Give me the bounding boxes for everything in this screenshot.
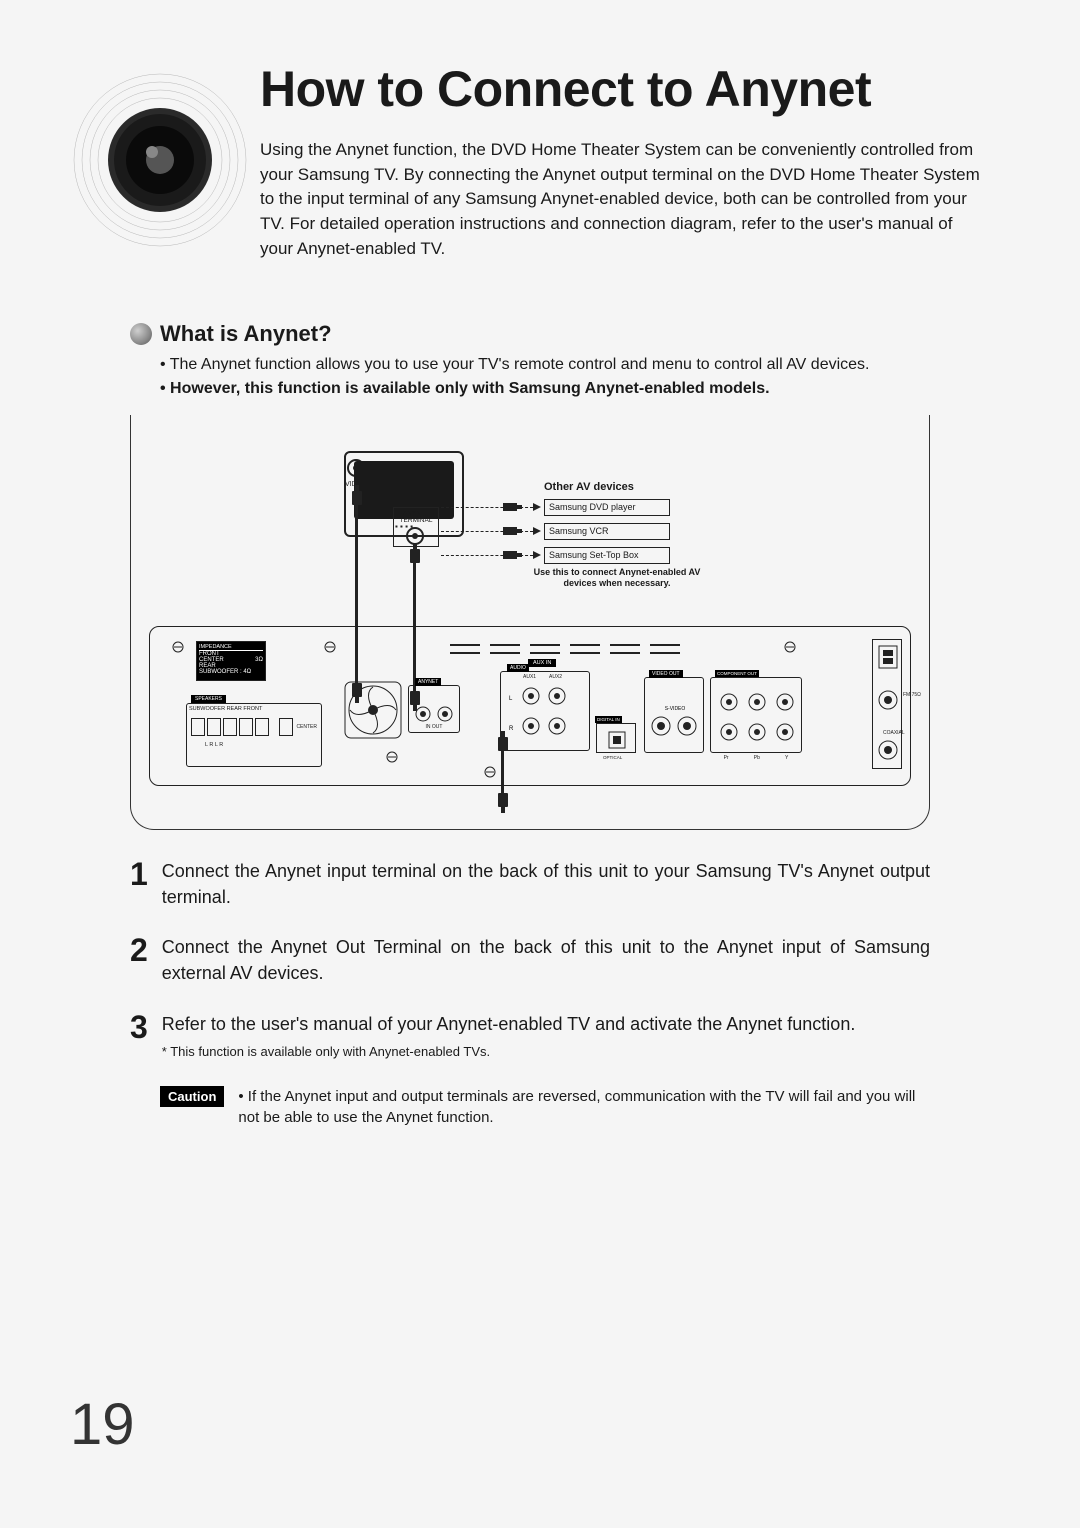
plug-icon — [503, 551, 517, 559]
aux-jacks-icon: LR — [501, 672, 591, 752]
step-2-text: Connect the Anynet Out Terminal on the b… — [162, 934, 930, 986]
other-devices-label: Other AV devices — [544, 481, 634, 493]
connection-diagram: VIDEO IN ▪ ▪ ▪ ▪ ANYNET TERMINAL Other A… — [130, 415, 930, 830]
svg-text:R: R — [509, 726, 514, 732]
arrow-icon — [533, 503, 541, 511]
digital-in-label: DIGITAL IN — [595, 716, 622, 723]
audio-label: AUDIO — [507, 664, 529, 672]
in-out-label: IN OUT — [409, 724, 459, 730]
cable-plug-icon — [498, 737, 508, 751]
caution-text: • If the Anynet input and output termina… — [238, 1086, 930, 1128]
cable-plug-icon — [498, 793, 508, 807]
svg-text:S-VIDEO: S-VIDEO — [665, 706, 686, 712]
aux1-label: AUX1 — [523, 674, 536, 680]
step-3-note: * This function is available only with A… — [162, 1043, 856, 1062]
plug-icon — [503, 527, 517, 535]
caution-badge: Caution — [160, 1086, 224, 1107]
pb-label: Pb — [754, 755, 760, 761]
aux2-label: AUX2 — [549, 674, 562, 680]
svg-text:L: L — [509, 696, 513, 702]
antenna-block-icon — [873, 640, 903, 770]
optical-label: OPTICAL — [603, 755, 622, 760]
device-box-vcr: Samsung VCR — [544, 523, 670, 540]
subsection-heading: What is Anynet? — [160, 321, 332, 347]
fan-icon — [344, 681, 402, 739]
optical-jack-icon — [597, 724, 637, 754]
page-title: How to Connect to Anynet — [260, 60, 990, 118]
y-label: Y — [785, 755, 788, 761]
bullet-icon — [130, 323, 152, 345]
step-3-text: Refer to the user's manual of your Anyne… — [162, 1011, 856, 1037]
step-number-1: 1 — [130, 858, 148, 910]
aux-in-label: AUX IN — [528, 659, 556, 667]
step-number-3: 3 — [130, 1011, 148, 1062]
step-1-text: Connect the Anynet input terminal on the… — [162, 858, 930, 910]
anynet-panel-label: ANYNET — [415, 678, 441, 686]
page-number: 19 — [70, 1391, 135, 1458]
video-out-label: VIDEO OUT — [649, 670, 683, 678]
video-out-jacks-icon: S-VIDEO — [645, 678, 705, 754]
diagram-sub-note: Use this to connect Anynet-enabled AV de… — [527, 567, 707, 589]
fm-label: FM 75Ω — [903, 692, 923, 698]
coaxial-label: COAXIAL — [883, 730, 905, 736]
plug-icon — [503, 503, 517, 511]
device-box-stb: Samsung Set-Top Box — [544, 547, 670, 564]
step-number-2: 2 — [130, 934, 148, 986]
intro-paragraph: Using the Anynet function, the DVD Home … — [260, 138, 990, 261]
arrow-icon — [533, 527, 541, 535]
device-box-dvd: Samsung DVD player — [544, 499, 670, 516]
speaker-decorative-icon — [70, 70, 250, 250]
rear-panel-icon: IMPEDANCE FRONT CENTER3Ω REAR SUBWOOFER … — [149, 626, 911, 786]
component-jacks-icon — [711, 678, 803, 754]
sub-bullet-1: • The Anynet function allows you to use … — [160, 353, 990, 377]
arrow-icon — [533, 551, 541, 559]
pr-label: Pr — [724, 755, 729, 761]
sub-bullet-2: • However, this function is available on… — [160, 377, 990, 401]
component-out-label: COMPONENT OUT — [715, 670, 759, 677]
